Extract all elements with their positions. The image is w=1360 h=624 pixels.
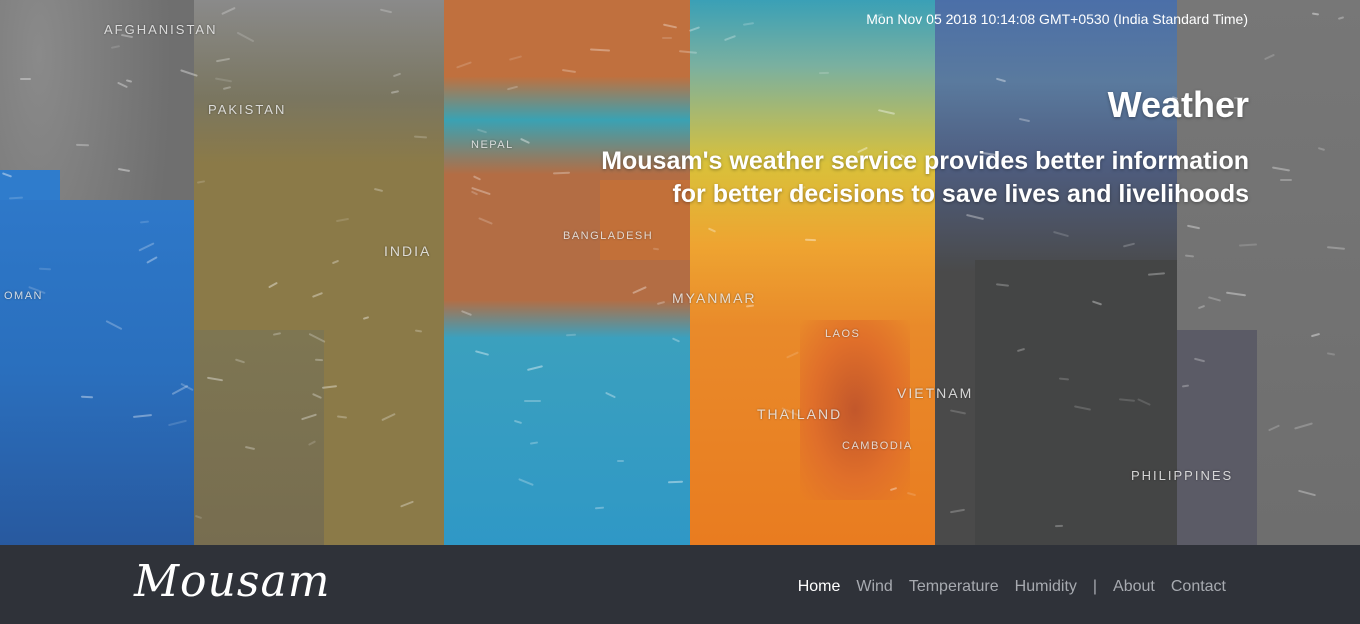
map-strip-temperature (690, 0, 935, 545)
map-label-pakistan: PAKISTAN (208, 102, 287, 117)
land-area (1177, 330, 1257, 545)
sea-area (0, 200, 194, 545)
map-label-myanmar: MYANMAR (672, 290, 757, 306)
hero-title: Weather (1107, 84, 1249, 125)
nav-wind-link[interactable]: Wind (856, 578, 893, 595)
map-strip-base (0, 0, 194, 545)
nav-contact-link[interactable]: Contact (1170, 578, 1226, 595)
brand-logo[interactable]: Mousam (134, 556, 331, 607)
map-label-india: INDIA (384, 243, 432, 259)
navbar (0, 545, 1360, 624)
nav-home-link[interactable]: Home (797, 578, 841, 595)
map-label-vietnam: VIETNAM (897, 385, 974, 401)
main-nav: Home Wind Temperature Humidity | About C… (782, 578, 1226, 596)
sea-area (194, 330, 324, 545)
hero-subtitle: Mousam's weather service provides better… (601, 145, 1249, 211)
wind-streak (804, 238, 816, 241)
wind-streak (1311, 12, 1320, 16)
wind-streak (616, 460, 625, 463)
map-label-bangladesh: BANGLADESH (563, 230, 654, 242)
map-strip-pressure (935, 0, 1177, 545)
sea-area (975, 260, 1177, 545)
wind-streak (76, 143, 90, 146)
wind-streak (19, 77, 31, 80)
nav-separator: | (1092, 578, 1098, 595)
wind-streak (818, 71, 829, 75)
map-label-laos: LAOS (825, 328, 861, 340)
nav-humidity-link[interactable]: Humidity (1014, 578, 1077, 595)
weather-map-hero: AFGHANISTAN PAKISTAN OMAN INDIA NEPAL BA… (0, 0, 1360, 545)
wind-streak (565, 333, 576, 336)
current-datetime: Mon Nov 05 2018 10:14:08 GMT+0530 (India… (866, 11, 1248, 27)
wind-streak (1279, 178, 1293, 181)
wind-streak (81, 395, 94, 398)
map-label-cambodia: CAMBODIA (842, 440, 913, 452)
map-label-nepal: NEPAL (471, 139, 514, 151)
hero-subtitle-line-1: Mousam's weather service provides better… (601, 147, 1249, 175)
land-area (600, 180, 690, 260)
map-strip-humidity (444, 0, 690, 545)
map-label-oman: OMAN (4, 290, 43, 302)
map-label-afghanistan: AFGHANISTAN (104, 22, 218, 37)
hero-subtitle-line-2: for better decisions to save lives and l… (672, 180, 1249, 208)
map-label-philippines: PHILIPPINES (1131, 468, 1234, 483)
nav-about-link[interactable]: About (1113, 578, 1155, 595)
map-label-thailand: THAILAND (757, 406, 843, 422)
map-strip-wind (1177, 0, 1360, 545)
hot-zone (800, 320, 910, 500)
map-strip-cloud (194, 0, 444, 545)
wind-streak (661, 37, 672, 40)
nav-temperature-link[interactable]: Temperature (908, 578, 999, 595)
